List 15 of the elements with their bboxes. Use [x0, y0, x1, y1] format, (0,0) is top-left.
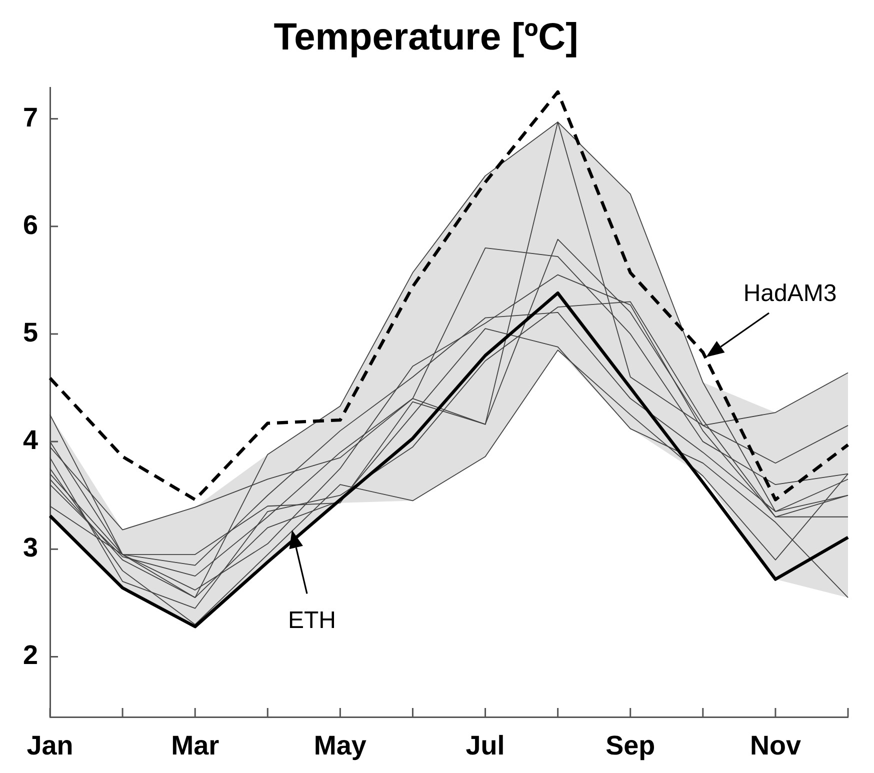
y-tick-label: 2 — [22, 640, 38, 670]
x-tick-label: Jul — [466, 730, 505, 761]
x-tick-label: Nov — [750, 730, 801, 761]
x-tick-label: May — [314, 730, 366, 761]
y-tick-label: 3 — [22, 532, 38, 563]
chart-title: Temperature [ºC] — [274, 16, 578, 58]
annotation: ETH — [288, 607, 336, 634]
y-tick-label: 5 — [22, 317, 38, 348]
y-tick-label: 7 — [22, 102, 38, 132]
x-tick-label: Sep — [606, 730, 656, 761]
y-tick-label: 4 — [22, 425, 38, 456]
y-tick-label: 6 — [22, 210, 38, 240]
annotation: HadAM3 — [743, 280, 837, 307]
x-tick-label: Jan — [26, 730, 74, 761]
x-tick-label: Mar — [171, 730, 220, 761]
